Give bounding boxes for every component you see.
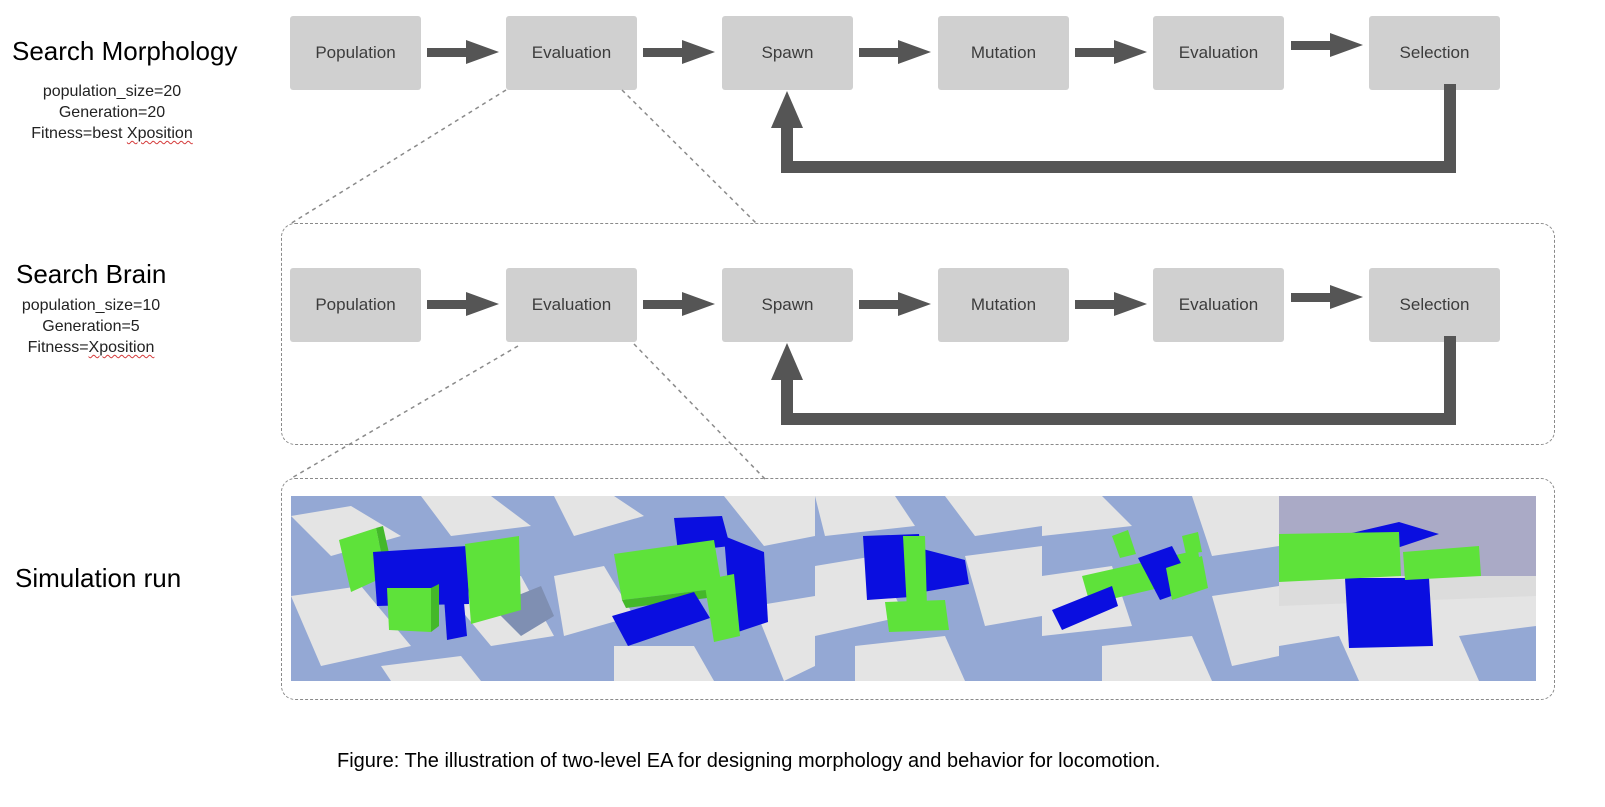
arrow-icon <box>1291 33 1363 57</box>
arrow-icon <box>427 292 499 316</box>
simulation-snapshot-5 <box>1279 496 1536 681</box>
level1-fitness-label: Fitness=best <box>31 125 127 142</box>
figure-caption: Figure: The illustration of two-level EA… <box>337 750 1161 772</box>
zoom-line-right-2 <box>633 343 766 480</box>
arrow-icon <box>859 40 931 64</box>
level1-stage-spawn: Spawn <box>722 16 853 90</box>
level2-stage-evaluation-2: Evaluation <box>1153 268 1284 342</box>
level2-fitness-label: Fitness= <box>27 339 89 356</box>
level1-title: Search Morphology <box>12 36 238 66</box>
simulation-title: Simulation run <box>15 563 182 593</box>
zoom-line-left-1 <box>289 89 507 225</box>
level2-param-generation: Generation=5 <box>42 318 140 335</box>
simulation-snapshot-4 <box>1042 496 1279 681</box>
arrow-icon <box>427 40 499 64</box>
level2-param-fitness: Fitness=Xposition <box>0 337 182 358</box>
level1-stage-evaluation: Evaluation <box>506 16 637 90</box>
loop-arrowhead-icon <box>771 343 803 380</box>
level1-stage-population: Population <box>290 16 421 90</box>
brain-search-frame <box>281 223 1555 445</box>
feedback-loop-level2 <box>781 336 1456 425</box>
simulation-frame <box>281 478 1555 700</box>
simulation-snapshot-2 <box>554 496 815 681</box>
arrow-icon <box>643 40 715 64</box>
level1-stage-selection: Selection <box>1369 16 1500 90</box>
arrow-icon <box>1075 292 1147 316</box>
zoom-line-right-1 <box>621 89 758 225</box>
arrow-icon <box>1291 285 1363 309</box>
arrows-level2 <box>427 285 1363 316</box>
level1-param-fitness: Fitness=best Xposition <box>12 123 212 144</box>
level2-stage-population: Population <box>290 268 421 342</box>
level1-param-generation: Generation=20 <box>58 104 166 121</box>
level2-param-population-size: population_size=10 <box>21 297 161 314</box>
level1-stage-evaluation-2: Evaluation <box>1153 16 1284 90</box>
level2-stage-mutation: Mutation <box>938 268 1069 342</box>
level2-stage-evaluation: Evaluation <box>506 268 637 342</box>
level1-param-population-size: population_size=20 <box>42 83 182 100</box>
arrow-icon <box>859 292 931 316</box>
level2-stage-selection: Selection <box>1369 268 1500 342</box>
zoom-line-left-2 <box>289 345 519 480</box>
level2-fitness-value: Xposition <box>88 339 155 356</box>
loop-arrowhead-icon <box>771 91 803 128</box>
level1-stage-mutation: Mutation <box>938 16 1069 90</box>
level1-fitness-value: Xposition <box>126 125 193 142</box>
level2-stage-spawn: Spawn <box>722 268 853 342</box>
arrow-icon <box>1075 40 1147 64</box>
simulation-snapshot-3 <box>815 496 1042 681</box>
arrows-level1 <box>427 33 1363 64</box>
simulation-snapshot-1 <box>291 496 554 681</box>
arrow-icon <box>643 292 715 316</box>
level2-title: Search Brain <box>16 259 167 289</box>
feedback-loop-level1 <box>781 84 1456 173</box>
